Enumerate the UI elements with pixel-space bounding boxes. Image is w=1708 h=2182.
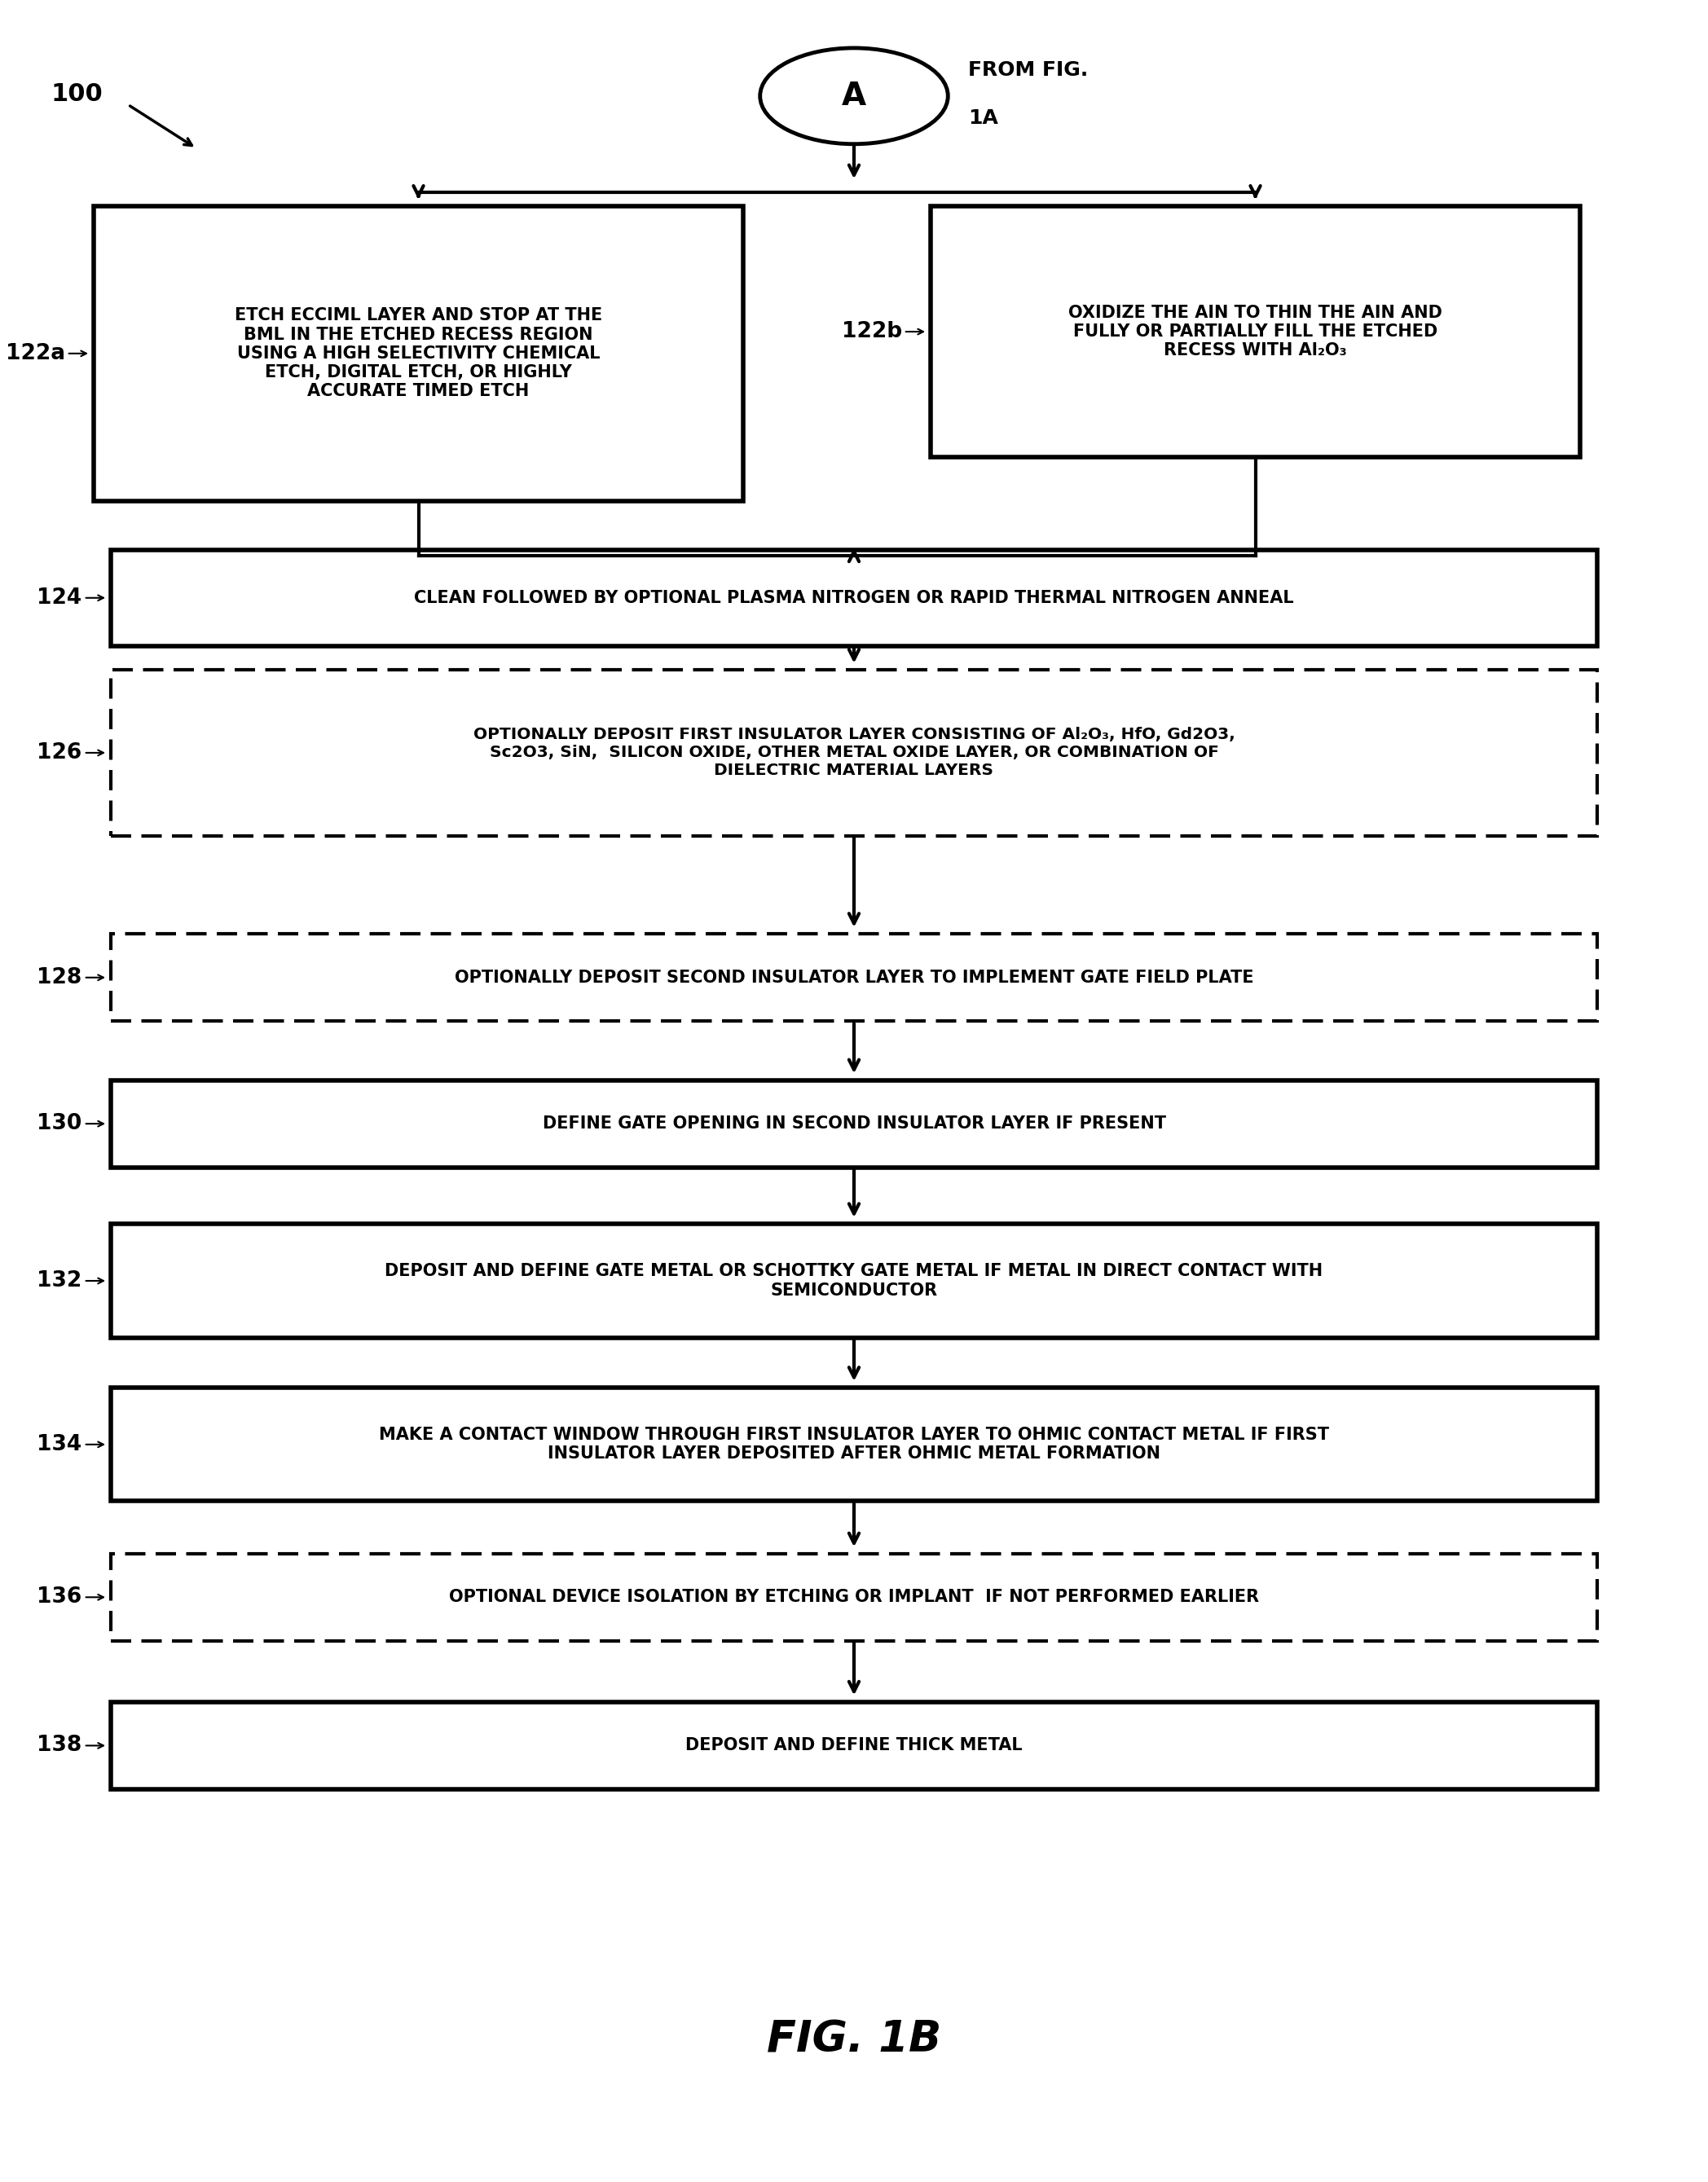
Text: OPTIONALLY DEPOSIT FIRST INSULATOR LAYER CONSISTING OF Al₂O₃, HfO, Gd2O3,
Sc2O3,: OPTIONALLY DEPOSIT FIRST INSULATOR LAYER…	[473, 727, 1235, 779]
Bar	[931, 207, 1580, 458]
Text: 122b: 122b	[842, 321, 902, 343]
Text: 136: 136	[38, 1586, 82, 1608]
Text: FIG. 1B: FIG. 1B	[767, 2018, 941, 2062]
Text: 130: 130	[38, 1113, 82, 1135]
Bar	[111, 1554, 1597, 1641]
Text: DEPOSIT AND DEFINE THICK METAL: DEPOSIT AND DEFINE THICK METAL	[685, 1737, 1023, 1754]
Bar	[111, 550, 1597, 646]
Text: 132: 132	[38, 1270, 82, 1292]
Text: 124: 124	[38, 587, 82, 609]
Bar	[111, 1702, 1597, 1789]
Text: 138: 138	[38, 1735, 82, 1757]
Text: 126: 126	[38, 742, 82, 764]
Text: 122a: 122a	[5, 343, 65, 364]
Text: FROM FIG.: FROM FIG.	[968, 61, 1088, 79]
Bar	[111, 670, 1597, 836]
Bar	[111, 1224, 1597, 1338]
Text: OPTIONAL DEVICE ISOLATION BY ETCHING OR IMPLANT  IF NOT PERFORMED EARLIER: OPTIONAL DEVICE ISOLATION BY ETCHING OR …	[449, 1588, 1259, 1606]
Bar	[111, 1080, 1597, 1167]
Text: 100: 100	[51, 83, 102, 105]
Text: 134: 134	[38, 1434, 82, 1455]
Text: 128: 128	[38, 967, 82, 988]
Text: CLEAN FOLLOWED BY OPTIONAL PLASMA NITROGEN OR RAPID THERMAL NITROGEN ANNEAL: CLEAN FOLLOWED BY OPTIONAL PLASMA NITROG…	[413, 589, 1295, 607]
Text: DEFINE GATE OPENING IN SECOND INSULATOR LAYER IF PRESENT: DEFINE GATE OPENING IN SECOND INSULATOR …	[543, 1115, 1165, 1132]
Bar	[94, 205, 743, 502]
Text: 1A: 1A	[968, 109, 999, 127]
Text: OPTIONALLY DEPOSIT SECOND INSULATOR LAYER TO IMPLEMENT GATE FIELD PLATE: OPTIONALLY DEPOSIT SECOND INSULATOR LAYE…	[454, 969, 1254, 986]
Text: ETCH ECCIML LAYER AND STOP AT THE
BML IN THE ETCHED RECESS REGION
USING A HIGH S: ETCH ECCIML LAYER AND STOP AT THE BML IN…	[234, 308, 603, 399]
Text: A: A	[842, 81, 866, 111]
Bar	[111, 1388, 1597, 1501]
Bar	[111, 934, 1597, 1021]
Text: OXIDIZE THE AIN TO THIN THE AIN AND
FULLY OR PARTIALLY FILL THE ETCHED
RECESS WI: OXIDIZE THE AIN TO THIN THE AIN AND FULL…	[1069, 305, 1442, 358]
Text: DEPOSIT AND DEFINE GATE METAL OR SCHOTTKY GATE METAL IF METAL IN DIRECT CONTACT : DEPOSIT AND DEFINE GATE METAL OR SCHOTTK…	[384, 1263, 1324, 1298]
Text: MAKE A CONTACT WINDOW THROUGH FIRST INSULATOR LAYER TO OHMIC CONTACT METAL IF FI: MAKE A CONTACT WINDOW THROUGH FIRST INSU…	[379, 1427, 1329, 1462]
